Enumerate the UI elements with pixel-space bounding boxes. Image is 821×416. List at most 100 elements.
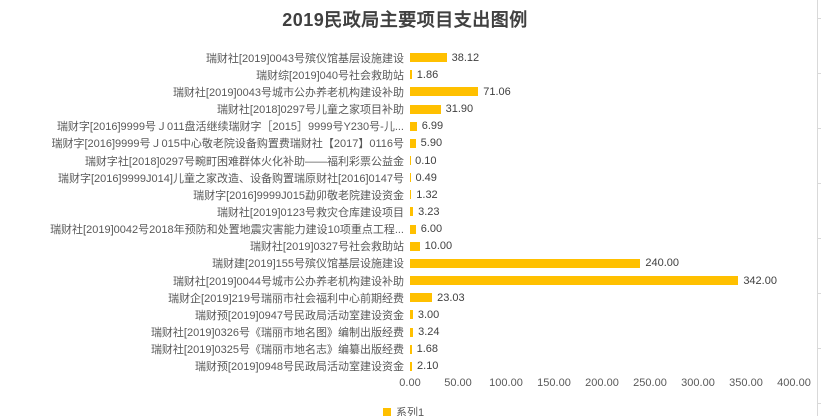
category-label: 瑞财字社[2018]0297号畹町困难群体火化补助——福利彩票公益金 bbox=[84, 155, 404, 168]
category-label: 瑞财社[2019]0325号《瑞丽市地名志》编纂出版经费 bbox=[150, 344, 404, 357]
bar[interactable] bbox=[410, 53, 447, 63]
bar-row: 瑞财字[2016]9999J015勐卯敬老院建设资金 1.32 bbox=[0, 186, 794, 203]
category-label: 瑞财企[2019]219号瑞丽市社会福利中心前期经费 bbox=[168, 292, 404, 305]
category-label: 瑞财建[2019]155号殡仪馆基层设施建设 bbox=[212, 258, 404, 271]
bar[interactable] bbox=[410, 241, 420, 251]
bar-row: 瑞财预[2019]0947号民政局活动室建设资金 3.00 bbox=[0, 306, 794, 323]
bar-zone: 240.00 bbox=[410, 255, 794, 272]
bar-row: 瑞财社[2019]0123号救灾仓库建设项目 3.23 bbox=[0, 203, 794, 220]
bar-row: 瑞财字[2016]9999J014]儿童之家改造、设备购置瑞原财社[2016]0… bbox=[0, 169, 794, 186]
bar-zone: 6.00 bbox=[410, 221, 794, 238]
bar-zone: 31.90 bbox=[410, 100, 794, 117]
x-axis-tick-label: 200.00 bbox=[585, 377, 619, 389]
bar-row: 瑞财社[2019]0325号《瑞丽市地名志》编纂出版经费 1.68 bbox=[0, 341, 794, 358]
legend-swatch-icon bbox=[383, 408, 391, 416]
x-axis-tick-label: 350.00 bbox=[729, 377, 763, 389]
value-label: 10.00 bbox=[424, 240, 453, 253]
category-label: 瑞财字[2016]9999J014]儿童之家改造、设备购置瑞原财社[2016]0… bbox=[57, 172, 404, 185]
value-label: 23.03 bbox=[437, 291, 465, 304]
value-label: 0.49 bbox=[415, 171, 437, 184]
bar[interactable] bbox=[410, 104, 441, 114]
category-label: 瑞财字[2016]9999号Ｊ015中心敬老院设备购置费瑞财社【2017】011… bbox=[51, 138, 404, 151]
bar-zone: 2.10 bbox=[410, 358, 794, 375]
bar-zone: 71.06 bbox=[410, 83, 794, 100]
legend[interactable]: 系列1 bbox=[383, 404, 424, 416]
bar[interactable] bbox=[410, 258, 641, 268]
x-axis-tick-label: 0.00 bbox=[399, 377, 421, 389]
spreadsheet-row-gridmarks bbox=[818, 0, 821, 416]
bar-row: 瑞财字社[2018]0297号畹町困难群体火化补助——福利彩票公益金 0.10 bbox=[0, 152, 794, 169]
bar-zone: 1.86 bbox=[410, 66, 794, 83]
bar-zone: 1.32 bbox=[410, 186, 794, 203]
value-label: 3.23 bbox=[418, 205, 440, 218]
bar-zone: 23.03 bbox=[410, 289, 794, 306]
value-label: 1.68 bbox=[416, 343, 439, 356]
bar-row: 瑞财预[2019]0948号民政局活动室建设资金 2.10 bbox=[0, 358, 794, 375]
bar[interactable] bbox=[410, 121, 417, 131]
x-axis-tick-label: 150.00 bbox=[537, 377, 571, 389]
value-label: 3.24 bbox=[418, 326, 440, 339]
bar[interactable] bbox=[410, 361, 413, 371]
bar-zone: 342.00 bbox=[410, 272, 794, 289]
x-axis-tick-label: 300.00 bbox=[681, 377, 715, 389]
bar[interactable] bbox=[410, 293, 433, 303]
value-label: 240.00 bbox=[645, 257, 680, 270]
bar[interactable] bbox=[410, 190, 412, 200]
bar[interactable] bbox=[410, 224, 416, 234]
value-label: 342.00 bbox=[743, 274, 777, 287]
spreadsheet-column-border bbox=[817, 0, 818, 416]
bar-zone: 38.12 bbox=[410, 49, 794, 66]
bar-row: 瑞财字[2016]9999号Ｊ011盘活继续瑞财字［2015］9999号Y230… bbox=[0, 118, 794, 135]
bar-row: 瑞财社[2019]0327号社会救助站 10.00 bbox=[0, 238, 794, 255]
category-label: 瑞财社[2019]0043号城市公办养老机构建设补助 bbox=[172, 86, 404, 99]
bar-zone: 10.00 bbox=[410, 238, 794, 255]
bar-row: 瑞财字[2016]9999号Ｊ015中心敬老院设备购置费瑞财社【2017】011… bbox=[0, 135, 794, 152]
bar[interactable] bbox=[410, 70, 412, 80]
x-axis-tick-label: 100.00 bbox=[489, 377, 523, 389]
x-axis-tick-label: 400.00 bbox=[777, 377, 811, 389]
bar-zone: 3.24 bbox=[410, 324, 794, 341]
bar[interactable] bbox=[410, 327, 414, 337]
bar-zone: 0.49 bbox=[410, 169, 794, 186]
bar[interactable] bbox=[410, 310, 413, 320]
value-label: 1.32 bbox=[416, 188, 438, 201]
category-label: 瑞财社[2019]0044号城市公办养老机构建设补助 bbox=[172, 275, 404, 288]
category-label: 瑞财字[2016]9999号Ｊ011盘活继续瑞财字［2015］9999号Y230… bbox=[56, 121, 404, 134]
bar-row: 瑞财社[2019]0044号城市公办养老机构建设补助 342.00 bbox=[0, 272, 794, 289]
category-label: 瑞财字[2016]9999J015勐卯敬老院建设资金 bbox=[193, 189, 404, 202]
bar[interactable] bbox=[410, 276, 739, 286]
bar-row: 瑞财社[2019]0042号2018年预防和处置地震灾害能力建设10项重点工程.… bbox=[0, 221, 794, 238]
value-label: 2.10 bbox=[417, 360, 439, 373]
bar[interactable] bbox=[410, 87, 479, 97]
value-label: 0.10 bbox=[415, 154, 437, 167]
bar-zone: 3.23 bbox=[410, 203, 794, 220]
bar[interactable] bbox=[410, 207, 414, 217]
bar[interactable] bbox=[410, 138, 416, 148]
x-axis-tick-label: 250.00 bbox=[633, 377, 667, 389]
value-label: 38.12 bbox=[451, 51, 480, 64]
value-label: 5.90 bbox=[420, 137, 443, 150]
chart-title: 2019民政局主要项目支出图例 bbox=[282, 10, 528, 30]
value-label: 31.90 bbox=[445, 103, 474, 116]
bar-row: 瑞财综[2019]040号社会救助站 1.86 bbox=[0, 66, 794, 83]
x-axis: 0.00 50.00 100.00 150.00 200.00 250.00 300.00 3… bbox=[399, 377, 811, 391]
category-label: 瑞财社[2018]0297号儿童之家项目补助 bbox=[216, 104, 404, 117]
category-label: 瑞财社[2019]0327号社会救助站 bbox=[249, 241, 404, 254]
bar-zone: 6.99 bbox=[410, 118, 794, 135]
x-axis-tick-label: 50.00 bbox=[444, 377, 472, 389]
value-label: 1.86 bbox=[416, 68, 439, 81]
bar-zone: 5.90 bbox=[410, 135, 794, 152]
bar-row: 瑞财建[2019]155号殡仪馆基层设施建设 240.00 bbox=[0, 255, 794, 272]
bar-row: 瑞财社[2019]0043号城市公办养老机构建设补助 71.06 bbox=[0, 83, 794, 100]
bar-zone: 0.10 bbox=[410, 152, 794, 169]
category-label: 瑞财综[2019]040号社会救助站 bbox=[256, 69, 404, 82]
legend-series-label: 系列1 bbox=[396, 407, 425, 416]
bar-zone: 1.68 bbox=[410, 341, 794, 358]
category-label: 瑞财社[2019]0123号救灾仓库建设项目 bbox=[216, 206, 404, 219]
bar[interactable] bbox=[410, 344, 412, 354]
category-label: 瑞财预[2019]0947号民政局活动室建设资金 bbox=[194, 309, 404, 322]
bar-row: 瑞财社[2018]0297号儿童之家项目补助 31.90 bbox=[0, 100, 794, 117]
value-label: 3.00 bbox=[417, 308, 440, 321]
category-label: 瑞财预[2019]0948号民政局活动室建设资金 bbox=[194, 361, 404, 374]
value-label: 71.06 bbox=[483, 85, 511, 98]
